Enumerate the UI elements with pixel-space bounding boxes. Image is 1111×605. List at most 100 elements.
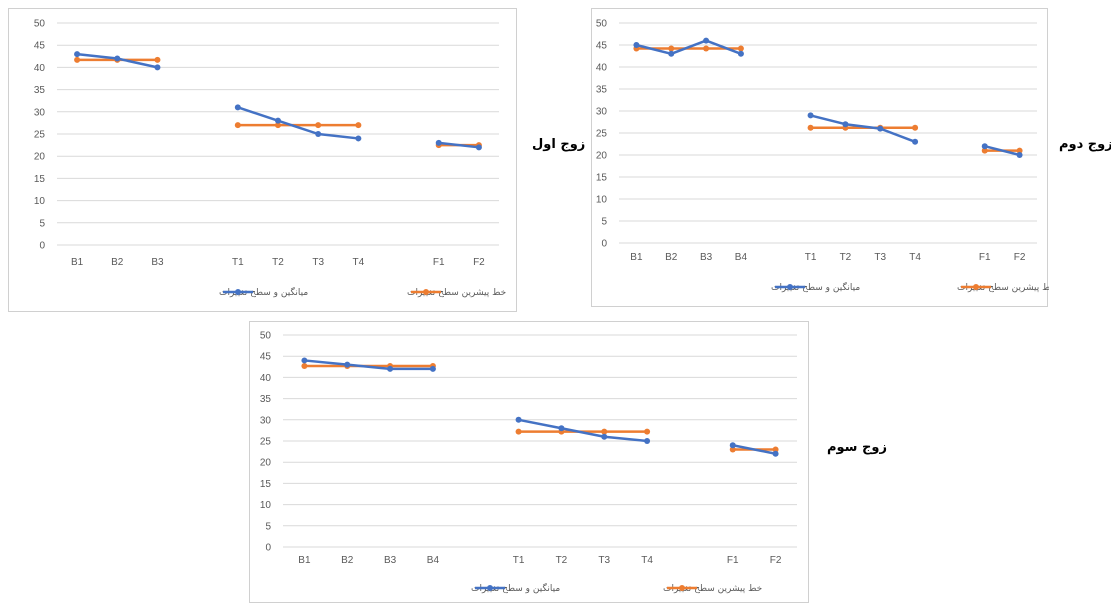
- y-tick-label: 5: [601, 217, 607, 228]
- data-point: [234, 104, 241, 111]
- data-point: [601, 428, 608, 435]
- y-tick-label: 10: [260, 500, 272, 511]
- x-tick-label: B2: [111, 257, 124, 268]
- y-tick-label: 25: [260, 437, 272, 448]
- data-point: [301, 357, 308, 364]
- x-tick-label: F1: [727, 555, 739, 566]
- data-point: [877, 125, 884, 132]
- line-chart: 0 5 10 15 20 25 30 35 40 45 50 B1 B2 B3 T1 T2 T3 T4 F1 F2 می…: [34, 19, 506, 299]
- series-line: [237, 106, 359, 140]
- data-point: [315, 131, 322, 137]
- y-tick-label: 15: [34, 174, 46, 185]
- series-line: [304, 359, 433, 371]
- legend-item: میانگین و سطح تغییرات: [219, 286, 308, 298]
- y-tick-label: 5: [265, 521, 271, 532]
- x-tick-label: T2: [556, 555, 568, 566]
- data-point: [807, 112, 814, 119]
- series-line: [984, 144, 1020, 157]
- y-tick-label: 30: [34, 107, 46, 118]
- y-tick-label: 30: [260, 415, 272, 426]
- data-point: [315, 122, 322, 129]
- legend-item: میانگین و سطح تغییرات: [471, 582, 560, 594]
- y-tick-label: 0: [39, 241, 45, 252]
- legend-swatch-marker: [679, 585, 685, 591]
- data-point: [74, 56, 81, 63]
- x-tick-label: B2: [665, 252, 678, 263]
- data-point: [729, 446, 736, 453]
- x-tick-label: F2: [473, 257, 485, 268]
- y-tick-label: 35: [596, 85, 608, 96]
- legend-label: خط پیشرین سطح تغییرات: [407, 288, 506, 298]
- data-point: [234, 122, 241, 129]
- legend: میانگین و سطح تغییرات خط پیشرین سطح تغییر…: [471, 582, 762, 594]
- x-tick-label: T4: [641, 555, 653, 566]
- series-line: [438, 141, 480, 149]
- y-tick-label: 50: [260, 331, 272, 342]
- x-tick-label: B4: [427, 555, 440, 566]
- chart-panel-pair-3: 0 5 10 15 20 25 30 35 40 45 50 B1 B2 B3 B4 T1 T2 T3 T4 F1 F2…: [249, 321, 809, 603]
- data-point: [355, 135, 362, 142]
- data-point: [344, 361, 351, 368]
- x-tick-label: T2: [840, 252, 852, 263]
- y-tick-label: 40: [34, 63, 46, 74]
- x-tick-label: T4: [353, 257, 365, 268]
- y-tick-label: 30: [596, 107, 608, 118]
- line-chart: 0 5 10 15 20 25 30 35 40 45 50 B1 B2 B3 B4 T1 T2 T3 T4 F1 F2…: [260, 331, 797, 594]
- x-tick-label: B1: [298, 555, 311, 566]
- y-tick-label: 25: [596, 129, 608, 140]
- chart-panel-pair-1: 0 5 10 15 20 25 30 35 40 45 50 B1 B2 B3 T1 T2 T3 T4 F1 F2 می…: [8, 8, 517, 312]
- x-tick-label: T1: [232, 257, 244, 268]
- x-tick-label: B3: [384, 555, 397, 566]
- data-point: [114, 55, 121, 62]
- y-tick-label: 0: [265, 543, 271, 554]
- data-point: [435, 139, 442, 146]
- y-tick-label: 15: [260, 479, 272, 490]
- data-point: [515, 416, 522, 423]
- data-point: [912, 124, 919, 131]
- legend-swatch-marker: [235, 289, 241, 295]
- x-tick-label: T3: [874, 252, 886, 263]
- series-line: [810, 114, 916, 143]
- x-tick-label: T1: [513, 555, 525, 566]
- legend-label: میانگین و سطح تغییرات: [771, 281, 860, 293]
- x-tick-label: B1: [630, 252, 643, 263]
- data-point: [515, 428, 522, 435]
- data-point: [981, 147, 988, 154]
- series-line: [732, 444, 776, 455]
- legend-swatch-marker: [487, 585, 493, 591]
- data-point: [644, 438, 651, 444]
- data-point: [737, 50, 744, 57]
- x-tick-label: T2: [272, 257, 284, 268]
- legend-swatch-marker: [973, 284, 979, 290]
- y-tick-label: 50: [34, 19, 46, 30]
- y-tick-label: 25: [34, 130, 46, 141]
- data-point: [429, 365, 436, 372]
- pair-label-2: زوج دوم: [1059, 137, 1111, 152]
- y-tick-label: 40: [260, 373, 272, 384]
- x-tick-label: F2: [1014, 252, 1026, 263]
- y-tick-label: 35: [260, 394, 272, 405]
- data-point: [154, 56, 161, 63]
- data-point: [772, 446, 779, 453]
- x-tick-label: T3: [312, 257, 324, 268]
- x-tick-label: T1: [805, 252, 817, 263]
- data-point: [275, 117, 281, 124]
- data-point: [807, 124, 814, 131]
- y-tick-label: 0: [601, 239, 607, 250]
- x-tick-label: B4: [735, 252, 748, 263]
- data-point: [912, 138, 919, 145]
- data-point: [601, 433, 608, 440]
- pair-label-1: زوج اول: [532, 137, 586, 152]
- y-tick-label: 20: [596, 151, 608, 162]
- legend-swatch-marker: [423, 289, 429, 295]
- y-tick-label: 45: [34, 41, 46, 52]
- x-tick-label: B2: [341, 555, 354, 566]
- y-tick-label: 5: [39, 218, 45, 229]
- data-point: [74, 51, 81, 58]
- legend-item: خط پیشرین سطح تغییرات: [957, 283, 1049, 293]
- y-tick-label: 10: [596, 195, 608, 206]
- data-point: [633, 42, 640, 48]
- legend-swatch-marker: [787, 284, 793, 290]
- series-line: [518, 418, 648, 443]
- data-point: [301, 362, 308, 369]
